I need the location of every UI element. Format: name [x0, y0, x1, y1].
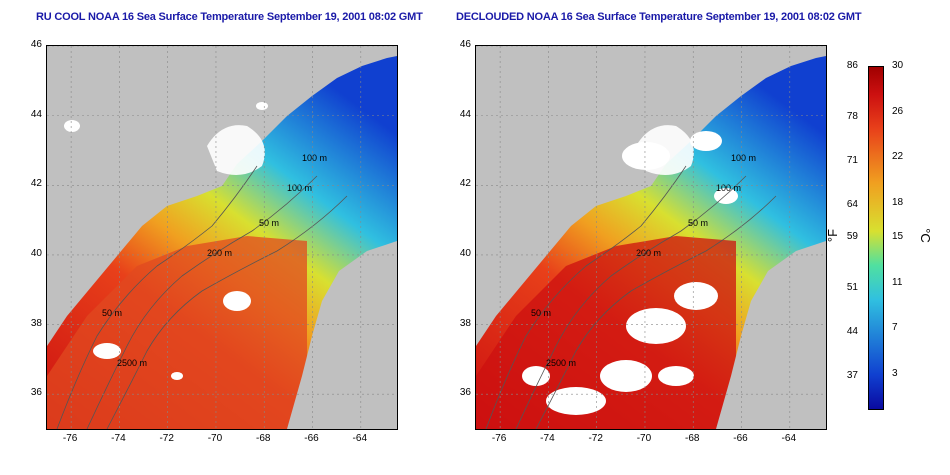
georges-bank-region	[636, 125, 694, 175]
cloud-mask	[690, 131, 722, 151]
cloud-mask	[626, 308, 686, 344]
longitude-tick-label: -66	[304, 433, 319, 444]
latitude-tick-label: 38	[30, 317, 42, 329]
colorbar-celsius-tick: 15	[892, 231, 904, 242]
latitude-tick-label: 40	[459, 247, 471, 259]
colorbar-celsius-tick: 18	[892, 196, 904, 208]
latitude-tick-label: 46	[459, 39, 471, 50]
colorbar-fahrenheit-tick: 64	[846, 199, 858, 211]
contour-label: 50 m	[259, 218, 279, 228]
sst-map-right: 100 m 100 m 50 m 200 m 50 m 2500 m	[475, 45, 827, 430]
latitude-tick-label: 36	[459, 387, 471, 399]
cloud-mask	[658, 366, 694, 386]
colorbar-fahrenheit-tick: 59	[846, 231, 858, 242]
contour-label: 100 m	[302, 153, 327, 163]
sst-map-svg: 100 m 100 m 50 m 200 m 50 m 2500 m	[476, 46, 826, 429]
longitude-tick-label: -76	[62, 433, 78, 444]
colorbar-celsius-tick: 11	[892, 276, 903, 288]
latitude-tick-label: 44	[459, 108, 471, 120]
colorbar-celsius-tick: 3	[892, 367, 898, 379]
longitude-tick-label: -64	[352, 433, 367, 444]
bathymetry-contour	[485, 165, 687, 429]
colorbar-celsius-tick: 22	[892, 151, 904, 163]
sst-map-svg: 100 m 100 m 50 m 200 m 50 m 2500 m	[47, 46, 397, 429]
latitude-tick-label: 46	[30, 39, 42, 50]
colorbar-celsius-tick: 30	[892, 60, 904, 71]
contour-label: 100 m	[731, 153, 756, 163]
cloud-mask	[223, 291, 251, 311]
panel-right-title: DECLOUDED NOAA 16 Sea Surface Temperatur…	[456, 11, 862, 23]
longitude-tick-label: -72	[588, 433, 603, 444]
contour-label: 2500 m	[117, 358, 147, 368]
celsius-unit: °C	[917, 228, 933, 243]
bathymetry-contour	[106, 195, 348, 429]
cloud-mask	[600, 360, 652, 392]
sst-map-left: 100 m 100 m 50 m 200 m 50 m 2500 m	[46, 45, 398, 430]
colorbar-fahrenheit-tick: 37	[846, 370, 858, 382]
longitude-tick-label: -74	[111, 433, 126, 444]
longitude-tick-label: -76	[491, 433, 507, 444]
bathymetry-contour	[515, 175, 747, 429]
fahrenheit-unit: °F	[825, 228, 841, 243]
colorbar-fahrenheit-tick: 78	[846, 110, 858, 122]
longitude-tick-label: -68	[256, 433, 271, 444]
colorbar-celsius-tick: 7	[892, 322, 898, 334]
longitude-tick-label: -74	[540, 433, 555, 444]
latitude-tick-label: 38	[459, 317, 471, 329]
colorbar-fahrenheit-tick: 71	[846, 155, 858, 166]
longitude-tick-label: -70	[636, 433, 652, 444]
bathymetry-contour	[535, 195, 777, 429]
colorbar-celsius-tick: 26	[892, 105, 904, 117]
latitude-tick-label: 36	[30, 387, 42, 399]
contour-label: 200 m	[636, 248, 661, 258]
gulf-stream-warm-water	[47, 236, 307, 429]
contour-label: 50 m	[102, 308, 122, 318]
colorbar-fahrenheit-tick: 86	[846, 60, 858, 71]
offshore-no-data	[287, 241, 397, 429]
contour-label: 50 m	[688, 218, 708, 228]
cloud-mask	[171, 372, 183, 380]
cloud-mask	[522, 366, 550, 386]
latitude-tick-label: 42	[30, 178, 42, 190]
cloud-mask	[546, 387, 606, 415]
cloud-mask	[64, 120, 80, 132]
contour-label: 100 m	[716, 183, 741, 193]
colorbar	[868, 66, 884, 410]
offshore-no-data	[716, 241, 826, 429]
latitude-tick-label: 40	[30, 247, 42, 259]
bathymetry-contour	[56, 165, 258, 429]
cloud-mask	[256, 102, 268, 110]
contour-label: 50 m	[531, 308, 551, 318]
contour-label: 2500 m	[546, 358, 576, 368]
cloud-mask	[674, 282, 718, 310]
cloud-mask	[93, 343, 121, 359]
georges-bank-region	[207, 125, 265, 175]
contour-label: 200 m	[207, 248, 232, 258]
bathymetry-contour	[86, 175, 318, 429]
longitude-tick-label: -70	[207, 433, 223, 444]
longitude-tick-label: -66	[733, 433, 748, 444]
panel-left-title: RU COOL NOAA 16 Sea Surface Temperature …	[36, 11, 423, 23]
latitude-tick-label: 42	[459, 178, 471, 190]
contour-label: 100 m	[287, 183, 312, 193]
colorbar-fahrenheit-tick: 51	[846, 281, 858, 293]
longitude-tick-label: -64	[781, 433, 796, 444]
colorbar-fahrenheit-tick: 44	[846, 326, 858, 337]
longitude-tick-label: -68	[685, 433, 700, 444]
longitude-tick-label: -72	[159, 433, 174, 444]
latitude-tick-label: 44	[30, 108, 42, 120]
